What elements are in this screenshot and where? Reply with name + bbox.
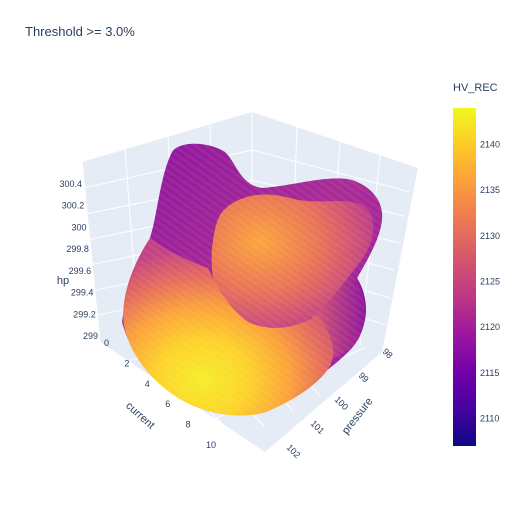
colorbar: HV_REC 2110 2115 2120 2125 2130 2135 2140 [453, 82, 500, 446]
surface-mesh[interactable] [122, 143, 383, 416]
y-tick-label: 98 [381, 346, 395, 360]
z-tick-label: 299.2 [73, 309, 96, 319]
z-axis-ticks: 299 299.2 299.4 299.6 299.8 300 300.2 300.4 [59, 179, 98, 341]
colorbar-tick-label: 2135 [480, 185, 500, 195]
z-tick-label: 299.8 [66, 244, 89, 254]
z-tick-label: 299.4 [71, 288, 94, 298]
colorbar-tick-label: 2115 [480, 368, 499, 378]
colorbar-ticks: 2110 2115 2120 2125 2130 2135 2140 [480, 140, 500, 424]
colorbar-gradient [453, 108, 476, 446]
x-axis-ticks: 0 2 4 6 8 10 [104, 338, 216, 450]
colorbar-tick-label: 2130 [480, 231, 500, 241]
colorbar-title: HV_REC [453, 82, 498, 94]
colorbar-tick-label: 2140 [480, 140, 500, 150]
z-tick-label: 299.6 [69, 266, 92, 276]
y-tick-label: 102 [285, 442, 303, 460]
z-tick-label: 299 [83, 331, 98, 341]
x-tick-label: 2 [124, 358, 129, 368]
colorbar-tick-label: 2125 [480, 277, 500, 287]
z-axis-title: hp [57, 275, 69, 287]
z-tick-label: 300 [72, 222, 87, 232]
x-tick-label: 6 [165, 399, 170, 409]
x-axis-title: current [123, 400, 156, 432]
x-tick-label: 4 [145, 379, 150, 389]
z-tick-label: 300.4 [59, 179, 82, 189]
colorbar-tick-label: 2110 [480, 414, 499, 424]
y-tick-label: 101 [309, 418, 327, 436]
colorbar-tick-label: 2120 [480, 322, 500, 332]
surface-texture [122, 143, 383, 415]
chart-title: Threshold >= 3.0% [25, 24, 135, 39]
y-tick-label: 100 [333, 394, 351, 412]
y-tick-label: 99 [357, 370, 371, 384]
x-tick-label: 10 [206, 440, 216, 450]
z-tick-label: 300.2 [62, 201, 85, 211]
x-tick-label: 8 [186, 420, 191, 430]
x-tick-label: 0 [104, 338, 109, 348]
